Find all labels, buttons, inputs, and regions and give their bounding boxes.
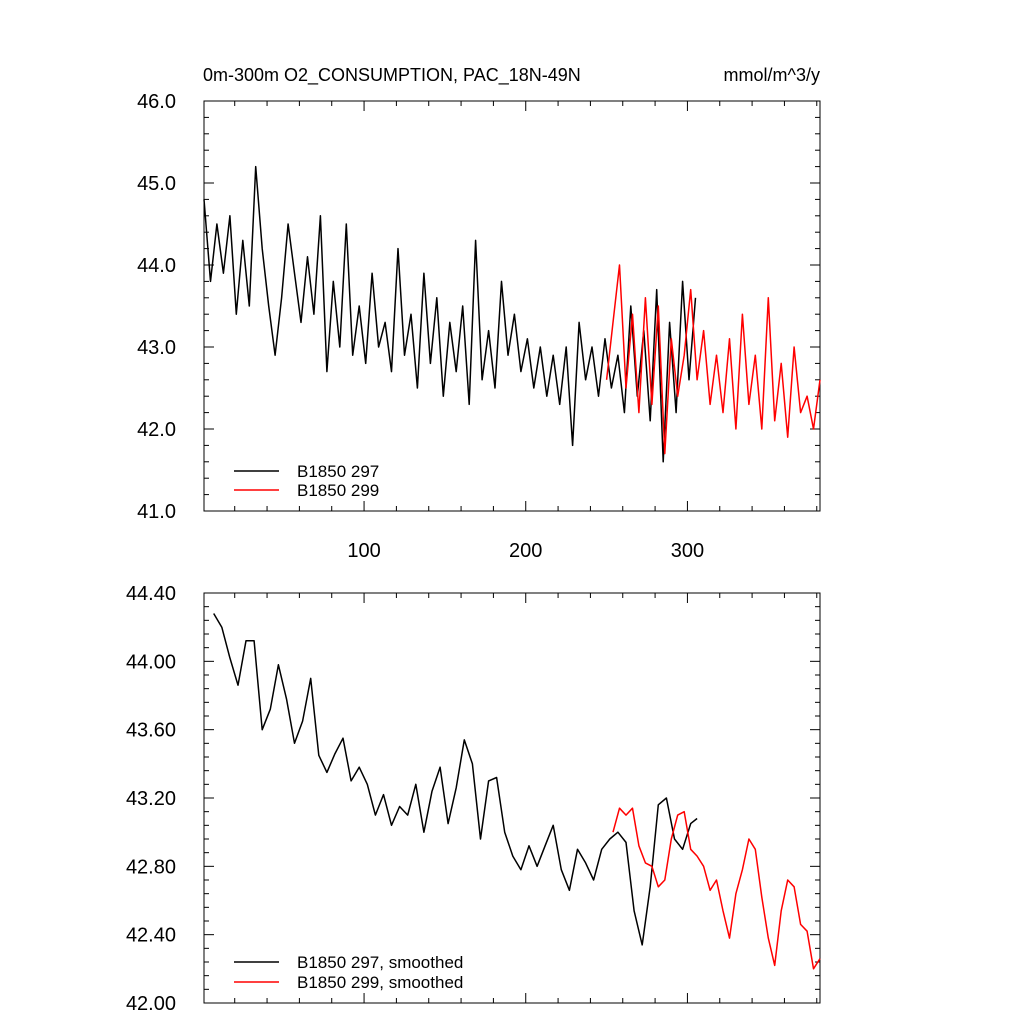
top-y-tick-labels: 41.0 42.0 43.0 44.0 45.0 46.0 xyxy=(137,91,176,523)
bottom-tick-group xyxy=(204,592,820,1004)
bottom-y-tick-label: 42.40 xyxy=(126,925,176,947)
top-legend-label-299: B1850 299 xyxy=(297,481,379,500)
top-legend: B1850 297 B1850 299 xyxy=(234,462,379,500)
top-x-tick-label: 200 xyxy=(509,540,542,562)
top-y-tick-label: 42.0 xyxy=(137,419,176,441)
bottom-y-tick-label: 44.40 xyxy=(126,583,176,605)
top-series-lines xyxy=(203,165,821,463)
top-y-tick-label: 43.0 xyxy=(137,337,176,359)
bottom-y-tick-label: 43.60 xyxy=(126,720,176,742)
top-tick-group xyxy=(204,100,820,512)
bottom-legend: B1850 297, smoothed B1850 299, smoothed xyxy=(234,953,463,992)
bottom-series-line-297 xyxy=(213,613,698,946)
bottom-y-tick-label: 42.80 xyxy=(126,856,176,878)
top-chart-title: 0m-300m O2_CONSUMPTION, PAC_18N-49N xyxy=(203,65,581,86)
top-x-tick-labels: 100 200 300 xyxy=(347,540,704,562)
top-plot-frame xyxy=(203,100,821,512)
top-y-tick-label: 45.0 xyxy=(137,173,176,195)
bottom-y-tick-labels: 42.00 42.40 42.80 43.20 43.60 44.00 44.40 xyxy=(126,583,176,1015)
bottom-legend-label-297: B1850 297, smoothed xyxy=(297,953,463,972)
bottom-panel: 42.00 42.40 42.80 43.20 43.60 44.00 44.40 B185… xyxy=(126,583,821,1015)
bottom-series-line-299 xyxy=(612,807,821,970)
bottom-y-tick-label: 42.00 xyxy=(126,993,176,1015)
top-y-tick-label: 46.0 xyxy=(137,91,176,113)
bottom-plot-frame xyxy=(203,592,821,1004)
top-y-tick-label: 44.0 xyxy=(137,255,176,277)
top-y-tick-label: 41.0 xyxy=(137,501,176,523)
bottom-series-lines xyxy=(213,613,821,970)
top-chart-units: mmol/m^3/y xyxy=(724,65,820,85)
bottom-y-tick-label: 44.00 xyxy=(126,651,176,673)
bottom-y-tick-label: 43.20 xyxy=(126,788,176,810)
top-series-line-297 xyxy=(203,165,697,463)
bottom-legend-label-299: B1850 299, smoothed xyxy=(297,973,463,992)
top-x-tick-label: 300 xyxy=(671,540,704,562)
top-series-line-299 xyxy=(605,264,821,455)
top-x-tick-label: 100 xyxy=(347,540,380,562)
top-panel: 0m-300m O2_CONSUMPTION, PAC_18N-49N mmol… xyxy=(137,65,821,562)
top-legend-label-297: B1850 297 xyxy=(297,462,379,481)
